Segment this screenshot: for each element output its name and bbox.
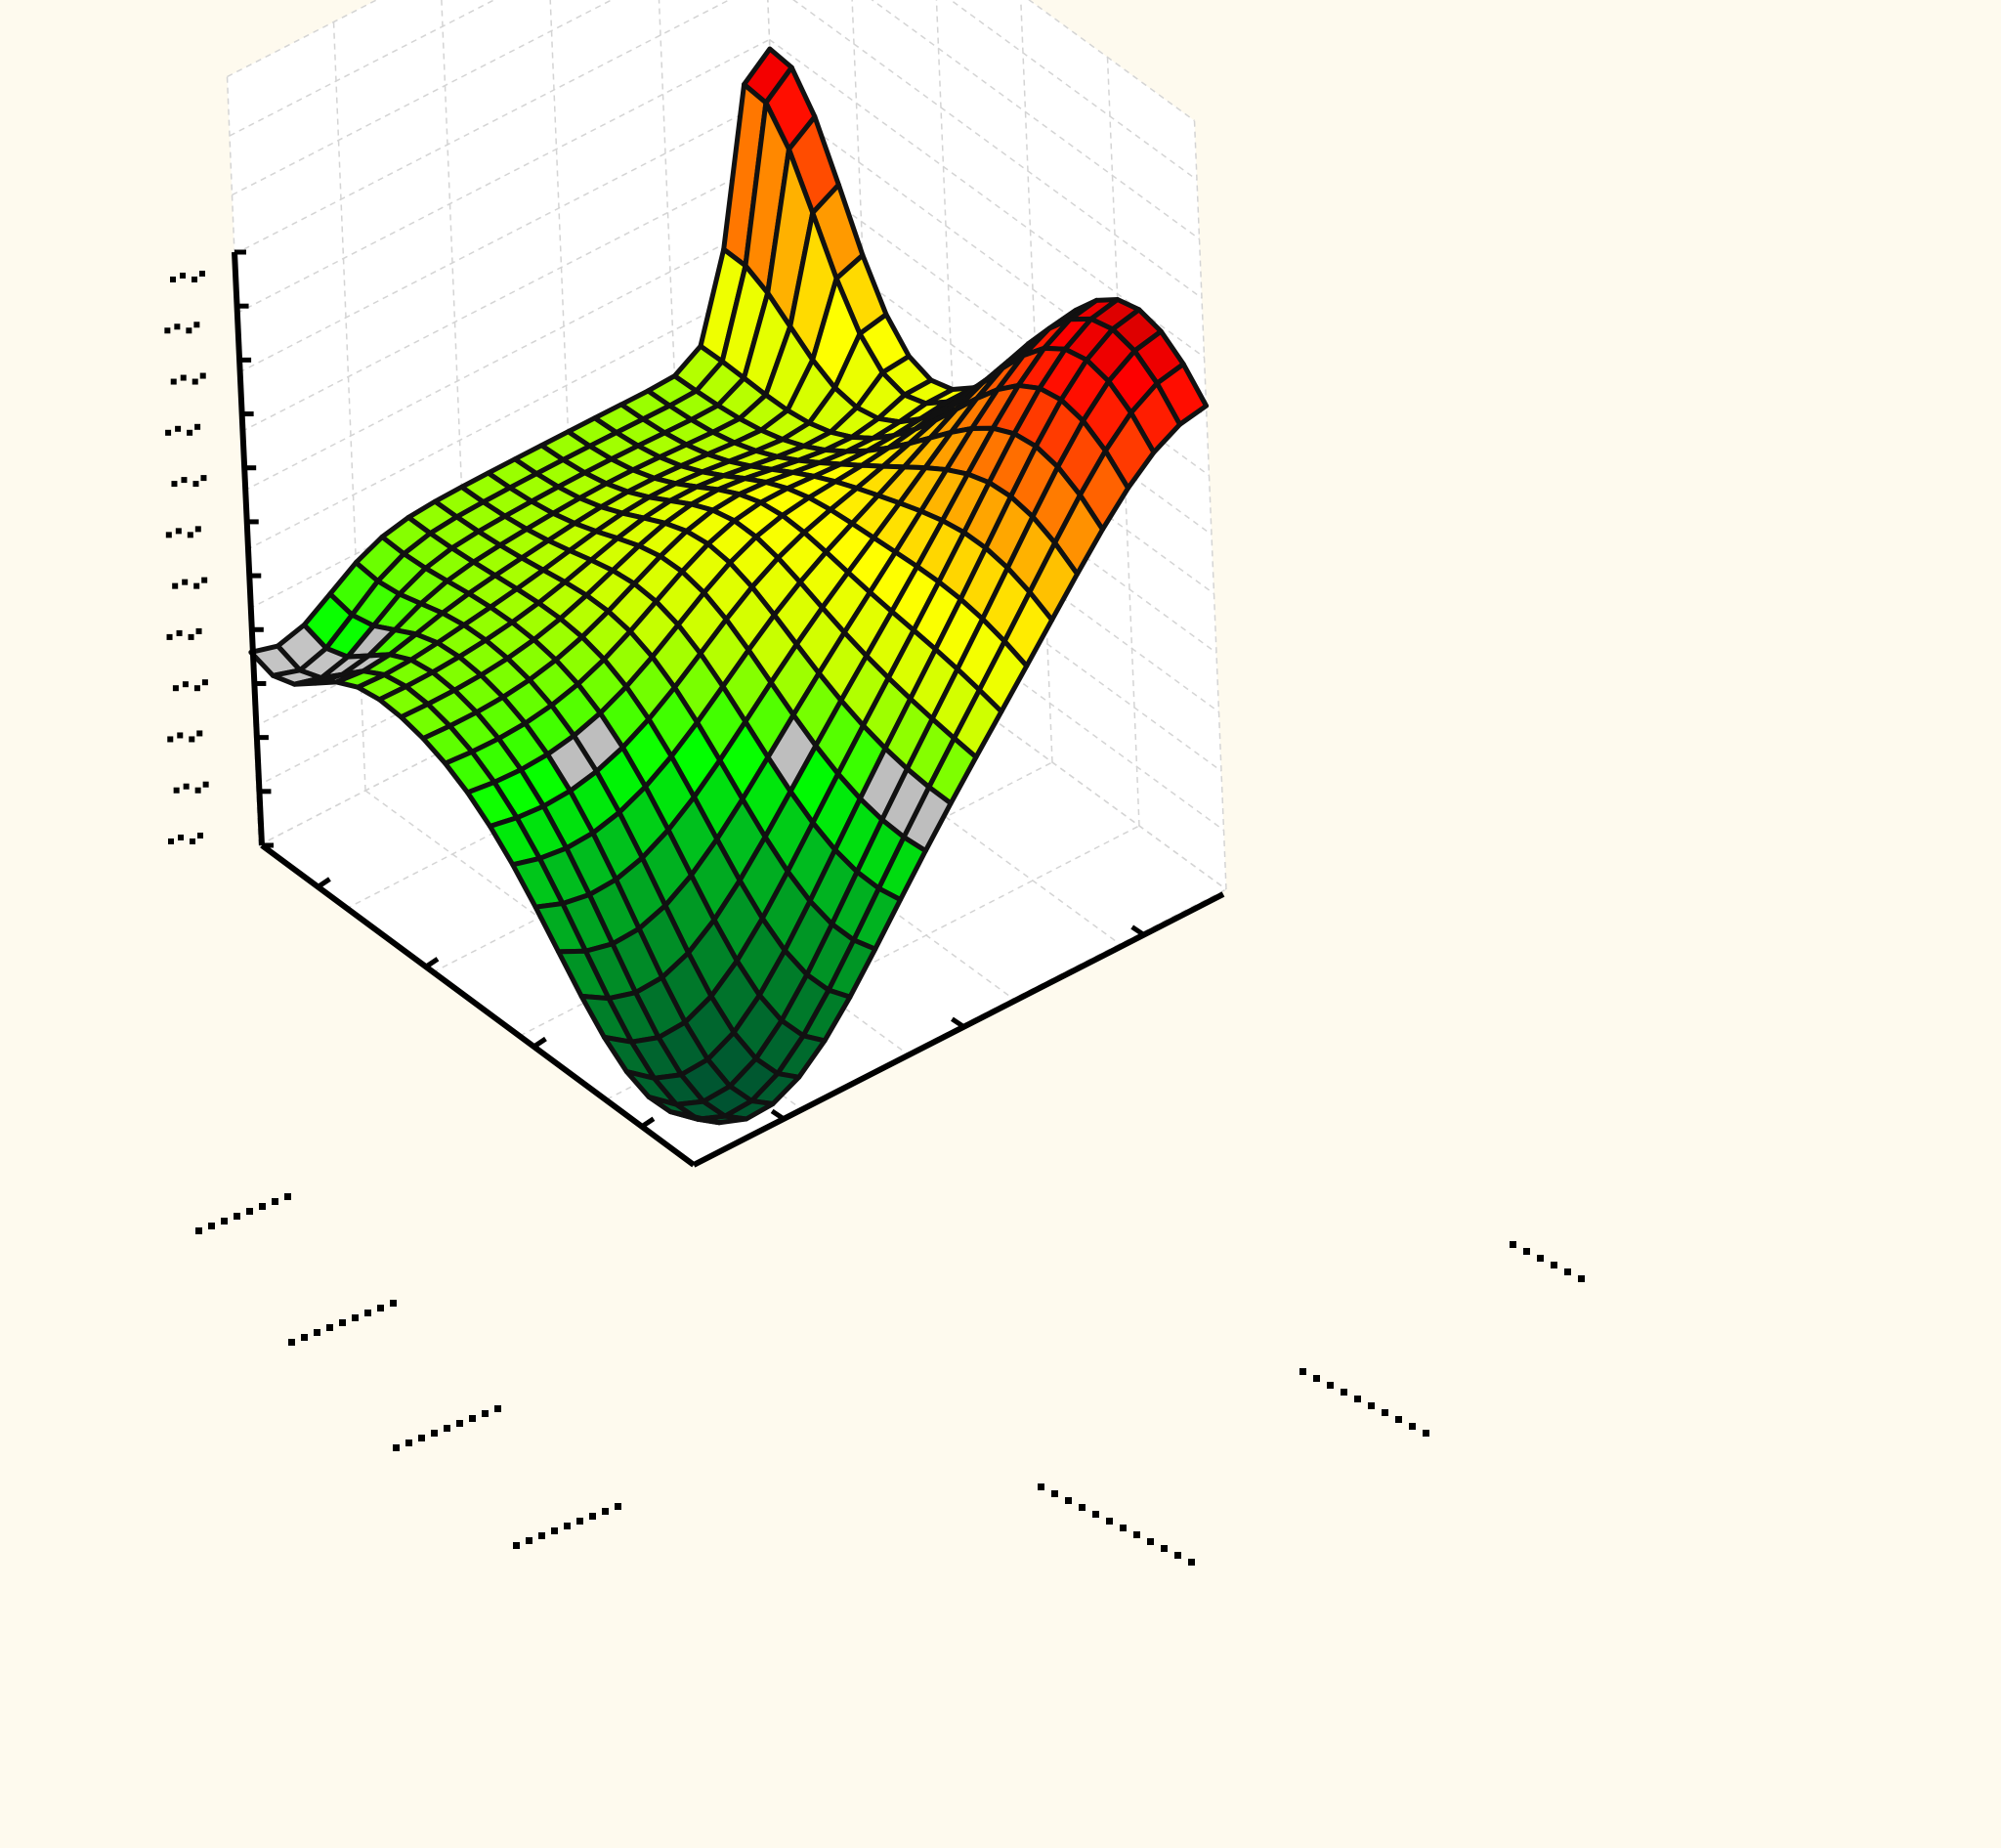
surface-mesh [248,46,1210,1126]
z-tick-label [170,271,205,282]
z-tick-label [170,372,206,385]
z-tick-label [165,526,201,538]
x-tick-label [195,1193,291,1234]
z-tick-label [171,475,207,488]
z-tick-label [167,730,203,743]
x-axis-line [260,842,696,1168]
x-tick [317,877,331,889]
wall-gridline [234,0,731,255]
wall-gridline [949,0,1198,181]
tick-marks [234,249,1146,1129]
z-tick-label [168,833,203,844]
y-tick [1130,924,1146,937]
z-axis-line [232,251,265,846]
wall-gridline [246,275,780,551]
wall-gridline [771,98,1208,417]
surface-patch [667,1109,722,1126]
y-tick-label [1038,1483,1195,1566]
tick-labels [164,271,1585,1566]
x-tick [640,1116,656,1129]
z-tick-label [172,577,208,589]
x-tick [424,957,440,969]
wall-gridline [236,38,770,315]
y-tick-label [1510,1241,1585,1282]
y-tick-label [1299,1368,1429,1437]
wall-gridline [792,0,1203,299]
x-tick-label [288,1300,397,1346]
wall-gridline [227,0,378,78]
wall-gridline [238,98,773,373]
z-tick-label [165,423,201,436]
y-tick [951,1016,965,1029]
z-tick-label [172,679,208,692]
wall-gridline [229,0,496,137]
wall-gridline [769,38,1205,359]
z-tick-label [164,322,200,334]
wall-gridline [871,0,1200,240]
z-tick-label [173,781,209,794]
x-tick-label [513,1503,621,1549]
x-tick [532,1036,547,1050]
wall-gridline [241,156,775,433]
x-tick-label [393,1405,501,1451]
z-tick-label [166,627,202,640]
y-tick [770,1108,786,1121]
wall-gridline [243,216,778,492]
wall-gridline [232,0,614,196]
